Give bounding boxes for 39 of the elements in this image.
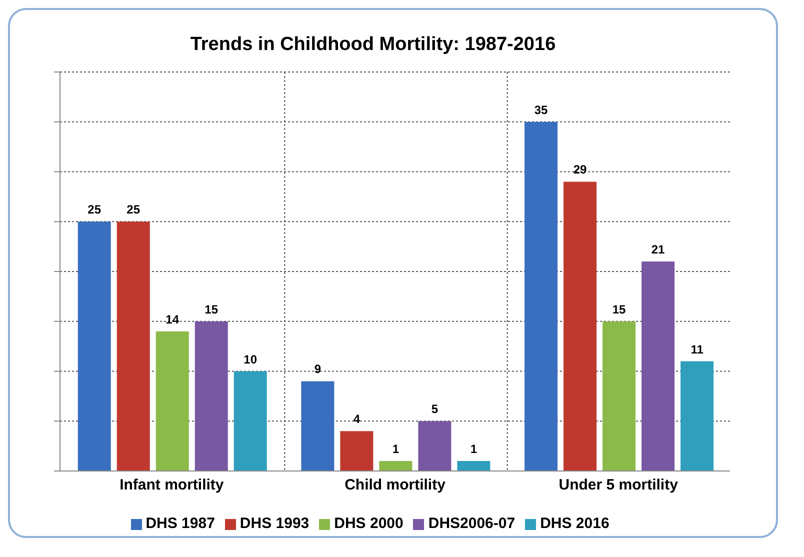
data-label: 1 <box>470 442 478 456</box>
legend-label: DHS2006-07 <box>428 515 516 532</box>
bar <box>418 421 452 471</box>
bar <box>457 461 490 471</box>
x-tick-label: Under 5 mortility <box>558 476 679 494</box>
bar <box>156 331 189 471</box>
data-label: 15 <box>204 302 218 316</box>
bar <box>301 381 334 471</box>
legend-label: DHS 1987 <box>146 515 215 532</box>
bar <box>642 262 675 471</box>
bar <box>564 182 597 471</box>
data-label: 5 <box>431 402 438 416</box>
bar <box>340 431 374 471</box>
bar <box>602 321 636 471</box>
data-label: 29 <box>573 162 588 177</box>
data-label: 1 <box>392 442 400 456</box>
data-label: 9 <box>314 362 322 376</box>
bar <box>194 321 228 471</box>
bar <box>78 222 111 471</box>
legend-label: DHS 1993 <box>240 515 310 532</box>
data-label: 25 <box>126 202 140 217</box>
bar <box>680 361 714 471</box>
bar <box>116 222 150 471</box>
bar <box>524 122 558 471</box>
data-label: 35 <box>534 102 548 117</box>
bar <box>234 371 267 471</box>
chart-title: Trends in Childhood Mortility: 1987-2016 <box>189 34 557 56</box>
x-tick-label: Infant mortility <box>120 476 224 494</box>
data-label: 10 <box>244 352 258 366</box>
legend-label: DHS 2016 <box>540 515 610 532</box>
legend-label: DHS 2000 <box>334 515 404 532</box>
bar <box>379 461 412 471</box>
data-label: 25 <box>88 202 102 217</box>
data-label: 4 <box>353 412 360 426</box>
data-label: 21 <box>651 242 666 257</box>
data-label: 14 <box>166 312 180 326</box>
data-label: 11 <box>690 342 704 356</box>
data-label: 15 <box>612 302 626 316</box>
x-tick-label: Child mortility <box>344 476 446 494</box>
